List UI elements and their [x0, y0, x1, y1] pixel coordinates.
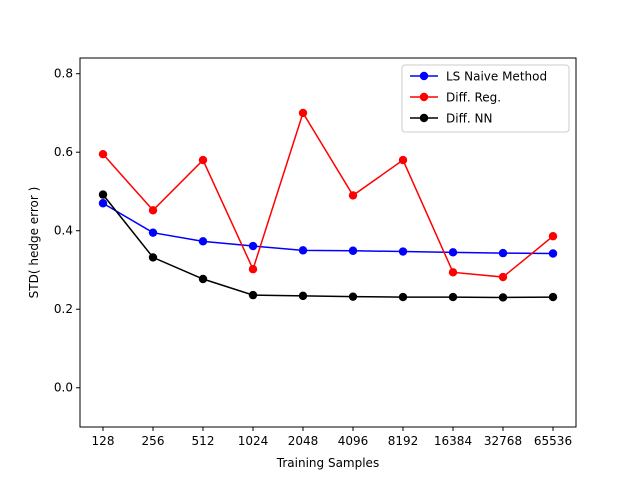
legend-label: LS Naive Method	[446, 70, 547, 84]
x-axis-ticks: 128 256 512 1024 2048 4096 8192 16384 32768 65536	[92, 427, 572, 448]
series-diff-nn	[98, 190, 558, 302]
data-point	[298, 291, 308, 301]
data-point	[198, 274, 208, 284]
data-point	[498, 248, 508, 258]
legend-marker	[419, 92, 429, 102]
legend-item: LS Naive Method	[410, 70, 547, 84]
data-point	[198, 155, 208, 165]
data-point	[198, 237, 208, 246]
data-point	[248, 290, 258, 300]
y-tick-label: 0.6	[54, 145, 73, 159]
legend-box	[401, 64, 570, 133]
series-line	[102, 111, 554, 278]
x-tick-label: 2048	[288, 434, 319, 448]
x-tick-label: 1024	[238, 434, 269, 448]
data-point	[148, 206, 158, 215]
x-tick-label: 4096	[338, 434, 369, 448]
data-point	[298, 108, 308, 118]
data-point	[98, 190, 108, 199]
y-axis-label: STD( hedge error )	[27, 187, 41, 299]
series-layer	[98, 108, 558, 302]
legend-label: Diff. NN	[446, 112, 492, 126]
series-ls-naive-method	[98, 199, 558, 258]
legend-label: Diff. Reg.	[446, 91, 501, 105]
data-point	[298, 246, 308, 255]
x-tick-label: 128	[92, 434, 115, 448]
data-point	[248, 264, 258, 274]
x-tick-label: 32768	[484, 434, 522, 448]
x-tick-label: 65536	[534, 434, 572, 448]
y-tick-label: 0.8	[54, 67, 73, 81]
x-tick-label: 512	[192, 434, 215, 448]
data-point	[548, 249, 558, 258]
legend-item: Diff. Reg.	[410, 91, 501, 105]
data-point	[548, 292, 558, 302]
data-point	[398, 247, 408, 256]
y-tick-label: 0.2	[54, 302, 73, 316]
data-point	[98, 149, 108, 159]
data-point	[348, 191, 358, 200]
data-point	[148, 228, 158, 237]
data-point	[398, 155, 408, 165]
data-point	[498, 272, 508, 282]
data-point	[448, 268, 458, 277]
axes-frame	[79, 57, 577, 428]
legend-item: Diff. NN	[410, 112, 492, 126]
data-point	[98, 199, 108, 208]
data-point	[248, 241, 258, 251]
y-tick-label: 0.0	[54, 381, 73, 395]
data-point	[548, 232, 558, 241]
y-tick-label: 0.4	[54, 224, 73, 238]
y-axis-ticks: 0.0 0.2 0.4 0.6 0.8	[54, 67, 80, 395]
data-point	[398, 292, 408, 302]
x-tick-label: 256	[142, 434, 165, 448]
data-point	[148, 253, 158, 262]
x-tick-label: 16384	[434, 434, 472, 448]
data-point	[498, 293, 508, 302]
legend-marker	[419, 71, 429, 81]
data-point	[348, 246, 358, 255]
x-axis-label: Training Samples	[276, 456, 379, 470]
data-point	[448, 292, 458, 302]
data-point	[348, 292, 358, 301]
series-line	[102, 194, 554, 299]
legend: LS Naive Method Diff. Reg. Diff. NN	[401, 64, 570, 133]
legend-marker	[419, 113, 429, 123]
data-point	[448, 248, 458, 257]
series-diff-reg	[98, 108, 558, 282]
x-tick-label: 8192	[388, 434, 419, 448]
series-line	[102, 202, 554, 255]
